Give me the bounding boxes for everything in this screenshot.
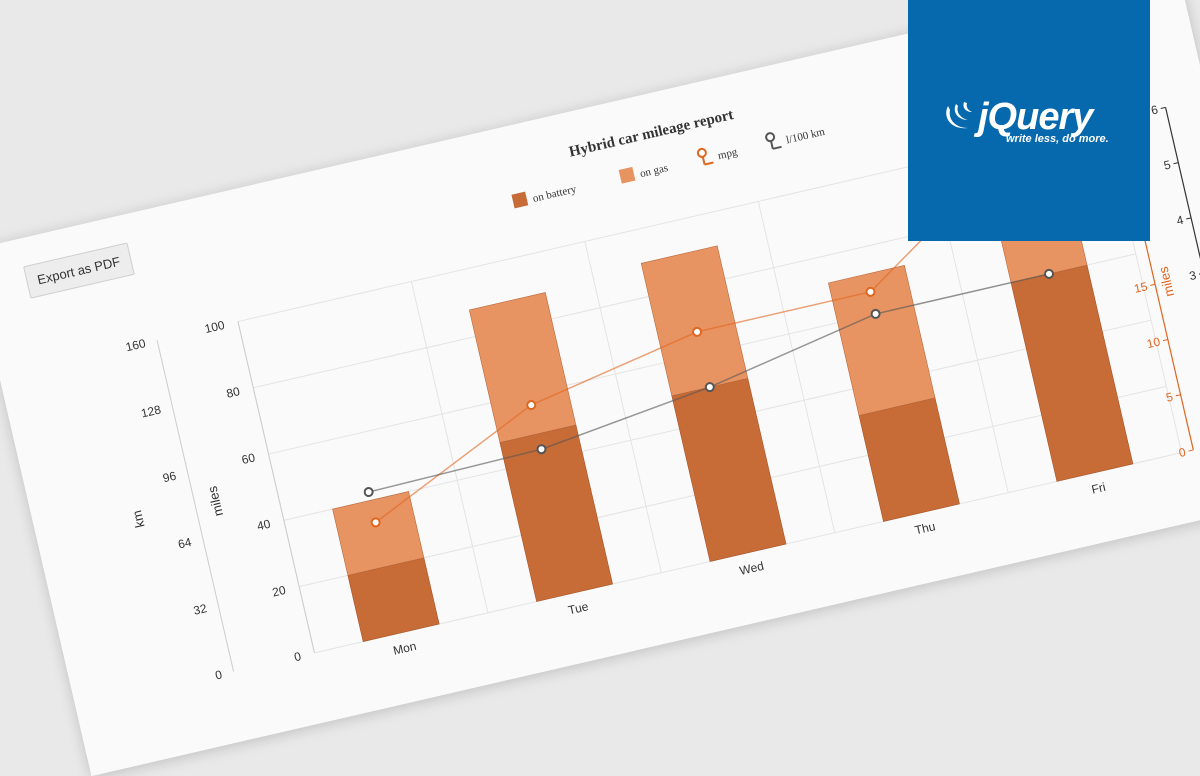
miles-tick-label: 80 — [225, 384, 241, 401]
km-tick-label: 32 — [192, 601, 208, 618]
mpg-tick — [1162, 339, 1168, 342]
chart-title: Hybrid car mileage report — [568, 107, 735, 160]
legend-swatch-0 — [511, 191, 529, 209]
legend-label-0: on battery — [532, 183, 578, 205]
mpg-tick — [1175, 394, 1181, 397]
legend-line-3 — [770, 140, 774, 150]
mpg-tick-label: 10 — [1145, 334, 1161, 351]
l100-point — [704, 382, 715, 393]
legend-line-2 — [701, 156, 706, 165]
x-tick-label: Tue — [567, 599, 590, 617]
legend-marker-3 — [765, 132, 776, 143]
mpg-tick-label: 5 — [1165, 390, 1175, 405]
mpg-point — [692, 326, 703, 337]
legend-line-tail-2 — [704, 161, 714, 166]
bar-on-battery — [499, 424, 613, 602]
jquery-swoosh-icon — [946, 102, 972, 129]
grid-line-vertical — [410, 281, 489, 613]
jquery-logo-panel: jQuery write less, do more. — [908, 0, 1150, 241]
jquery-logo-text: jQuery — [978, 96, 1093, 138]
km-axis-title: km — [129, 509, 148, 529]
x-tick-label: Fri — [1090, 480, 1107, 497]
miles-tick-label: 40 — [256, 517, 272, 534]
l100-tick-label: 3 — [1188, 268, 1198, 283]
l100-tick-label: 6 — [1150, 102, 1160, 117]
l100-tick-label: 5 — [1162, 158, 1172, 173]
legend-label-3: l/100 km — [785, 126, 827, 147]
legend-label-1: on gas — [639, 162, 669, 180]
bar-on-battery — [1010, 264, 1134, 482]
l100-tick — [1160, 106, 1166, 110]
l100-tick — [1186, 217, 1192, 220]
legend-swatch-1 — [618, 166, 636, 184]
legend-line-tail-3 — [772, 145, 782, 150]
l100-point — [1044, 268, 1055, 279]
jquery-tagline: write less, do more. — [1006, 133, 1109, 145]
x-tick-label: Thu — [913, 519, 936, 537]
mpg-tick — [1150, 283, 1156, 286]
miles-axis-title: miles — [204, 484, 226, 517]
bar-on-gas — [468, 292, 577, 443]
l100-point — [870, 308, 881, 319]
miles-tick-label: 20 — [271, 583, 287, 600]
grid-line-vertical — [584, 241, 662, 573]
bar-on-battery — [671, 377, 787, 562]
km-tick-label: 96 — [161, 469, 177, 486]
legend-marker-2 — [696, 147, 707, 158]
legend-label-2: mpg — [717, 146, 739, 162]
mpg-point — [370, 517, 381, 528]
x-tick-label: Wed — [738, 559, 765, 578]
miles-tick-label: 0 — [293, 649, 303, 664]
l100-tick — [1173, 162, 1179, 165]
km-tick-label: 128 — [140, 402, 163, 420]
mpg-axis-title: miles — [1155, 265, 1177, 298]
mpg-tick-label: 0 — [1177, 445, 1187, 460]
bar-on-gas — [332, 491, 425, 576]
bar-on-battery — [858, 397, 960, 522]
mpg-tick — [1188, 449, 1194, 452]
km-axis-line — [156, 340, 235, 672]
km-tick-label: 64 — [177, 535, 193, 552]
mpg-point — [865, 286, 876, 297]
bar-on-gas — [828, 265, 936, 416]
km-tick-label: 160 — [124, 336, 147, 354]
miles-tick-label: 60 — [240, 450, 256, 467]
km-tick-label: 0 — [214, 667, 224, 682]
miles-tick-label: 100 — [203, 318, 226, 336]
l100-tick-label: 4 — [1175, 213, 1185, 228]
mpg-tick-label: 15 — [1133, 279, 1149, 296]
l100-point — [363, 487, 374, 498]
miles-axis-line — [237, 321, 315, 653]
x-tick-label: Mon — [392, 639, 418, 658]
grid-line-vertical — [757, 201, 836, 533]
l100-point — [536, 444, 547, 455]
mpg-point — [526, 400, 537, 411]
bar-on-gas — [640, 245, 749, 397]
